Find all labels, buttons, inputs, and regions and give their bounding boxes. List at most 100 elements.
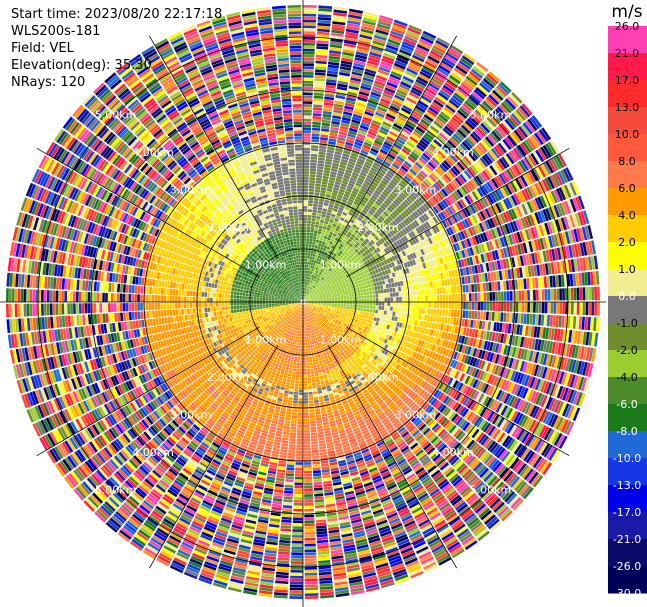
- range-gate-cell: [352, 65, 365, 71]
- range-gate-cell: [311, 221, 316, 225]
- range-gate-cell: [305, 288, 307, 291]
- range-gate-cell: [450, 309, 455, 317]
- range-gate-cell: [342, 211, 348, 216]
- range-gate-cell: [306, 241, 309, 244]
- range-gate-cell: [310, 253, 313, 257]
- range-gate-cell: [375, 321, 379, 326]
- range-gate-cell: [364, 302, 367, 305]
- range-gate-cell: [303, 86, 313, 90]
- range-gate-cell: [347, 182, 355, 188]
- range-gate-cell: [330, 171, 337, 176]
- range-gate-cell: [303, 287, 305, 291]
- range-gate-cell: [356, 99, 367, 105]
- range-gate-cell: [436, 287, 440, 295]
- range-gate-cell: [355, 54, 368, 60]
- range-gate-cell: [314, 227, 319, 231]
- range-gate-cell: [333, 156, 341, 161]
- range-gate-cell: [322, 208, 328, 212]
- range-gate-cell: [418, 283, 422, 290]
- range-gate-cell: [337, 194, 343, 199]
- range-gate-cell: [310, 271, 313, 275]
- range-gate-cell: [337, 136, 346, 142]
- range-gate-cell: [430, 308, 434, 315]
- range-gate-cell: [338, 131, 348, 136]
- range-gate-cell: [382, 319, 386, 324]
- range-gate-cell: [471, 293, 475, 301]
- range-gate-cell: [318, 225, 323, 229]
- range-gate-cell: [406, 97, 417, 105]
- range-gate-cell: [353, 168, 361, 174]
- range-gate-cell: [537, 277, 542, 289]
- range-gate-cell: [314, 276, 318, 280]
- range-gate-cell: [402, 318, 407, 324]
- range-gate-cell: [597, 302, 600, 316]
- range-gate-cell: [315, 242, 319, 246]
- range-gate-cell: [585, 302, 589, 316]
- range-gate-cell: [342, 49, 355, 54]
- range-gate-cell: [360, 149, 369, 156]
- range-gate-cell: [343, 193, 350, 198]
- range-gate-cell: [331, 305, 335, 307]
- range-gate-cell: [362, 278, 367, 282]
- range-gate-cell: [320, 219, 325, 223]
- range-gate-cell: [474, 283, 478, 292]
- range-gate-cell: [370, 122, 380, 129]
- range-gate-cell: [307, 270, 310, 274]
- range-gate-cell: [415, 283, 419, 290]
- range-gate-cell: [303, 60, 315, 64]
- range-gate-cell: [319, 222, 324, 226]
- range-gate-cell: [372, 40, 386, 47]
- range-gate-cell: [360, 292, 364, 296]
- range-gate-cell: [409, 284, 413, 291]
- range-gate-cell: [439, 294, 443, 302]
- range-gate-cell: [325, 158, 333, 163]
- range-gate-cell: [350, 74, 362, 80]
- range-gate-cell: [419, 38, 433, 47]
- range-gate-cell: [575, 316, 580, 330]
- range-gate-cell: [360, 85, 371, 91]
- range-gate-cell: [570, 287, 574, 301]
- range-gate-cell: [313, 198, 319, 202]
- range-gate-cell: [316, 233, 321, 238]
- range-gate-cell: [307, 291, 309, 295]
- range-gate-cell: [343, 46, 356, 51]
- range-gate-cell: [358, 91, 370, 97]
- range-gate-cell: [369, 294, 373, 299]
- range-gate-cell: [317, 166, 324, 170]
- range-gate-cell: [364, 139, 373, 145]
- range-gate-cell: [415, 313, 419, 320]
- range-gate-cell: [432, 281, 436, 288]
- range-gate-cell: [317, 261, 321, 265]
- range-gate-cell: [315, 183, 321, 187]
- range-gate-cell: [305, 276, 307, 279]
- range-gate-cell: [308, 197, 314, 201]
- range-gate-cell: [387, 292, 390, 298]
- range-gate-cell: [323, 105, 333, 109]
- range-gate-cell: [383, 118, 394, 125]
- range-gate-cell: [329, 200, 335, 205]
- range-gate-cell: [509, 312, 513, 323]
- range-gate-cell: [393, 297, 396, 302]
- range-gate-cell: [310, 153, 318, 157]
- range-gate-cell: [375, 294, 379, 298]
- range-gate-cell: [303, 217, 307, 221]
- range-gate-cell: [303, 284, 305, 288]
- range-gate-cell: [462, 310, 466, 318]
- range-gate-cell: [352, 307, 355, 310]
- range-gate-cell: [416, 289, 420, 296]
- range-gate-cell: [323, 254, 327, 258]
- range-gate-cell: [354, 198, 361, 204]
- range-gate-cell: [332, 300, 335, 302]
- range-gate-cell: [353, 144, 362, 150]
- range-gate-cell: [345, 311, 349, 314]
- range-gate-cell: [395, 287, 399, 292]
- range-gate-cell: [354, 166, 362, 172]
- range-gate-cell: [310, 224, 315, 228]
- range-gate-cell: [303, 162, 310, 166]
- range-gate-cell: [326, 191, 332, 195]
- range-gate-cell: [313, 260, 317, 264]
- range-gate-cell: [421, 33, 435, 42]
- range-gate-cell: [303, 133, 311, 136]
- range-gate-cell: [576, 302, 580, 315]
- range-gate-cell: [309, 268, 312, 271]
